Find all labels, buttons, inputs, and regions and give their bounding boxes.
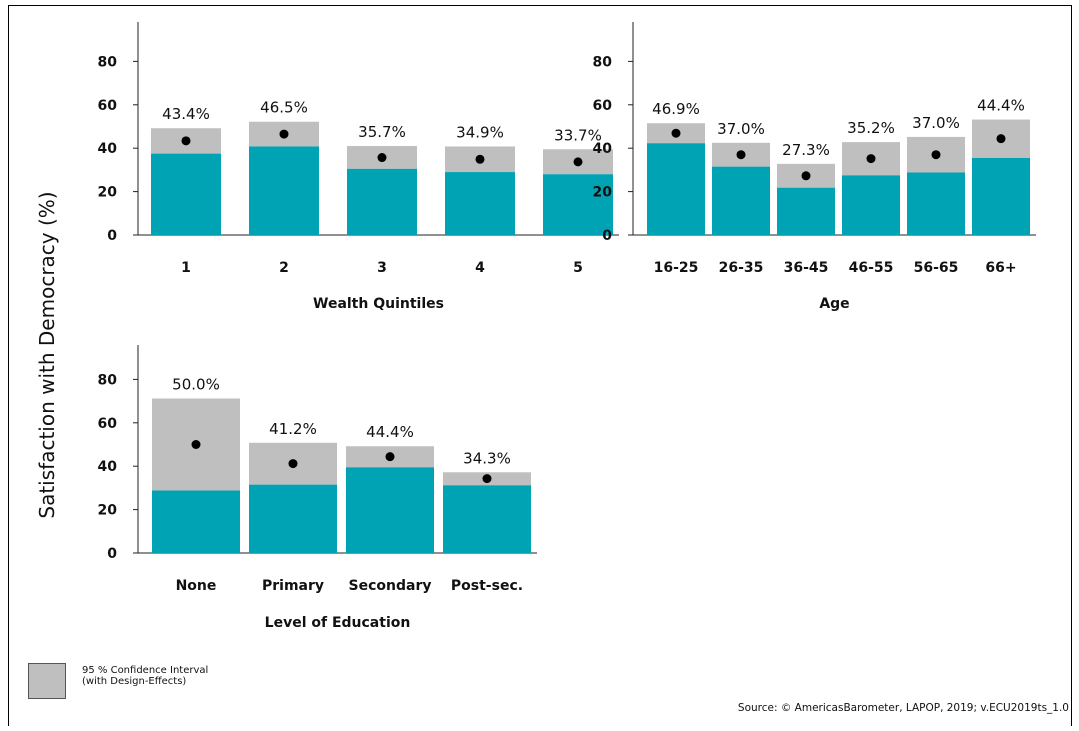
point-estimate	[931, 150, 941, 160]
point-estimate	[866, 154, 876, 164]
data-label: 35.2%	[847, 119, 895, 137]
bar	[842, 175, 900, 235]
x-tick-label: None	[176, 578, 217, 594]
data-label: 46.9%	[652, 100, 700, 118]
data-label: 37.0%	[912, 114, 960, 132]
bar	[347, 168, 417, 235]
figure-frame	[8, 5, 1072, 726]
data-label: 44.4%	[977, 97, 1025, 115]
x-tick-label: 1	[181, 260, 191, 276]
bar	[152, 490, 240, 553]
point-estimate	[482, 474, 492, 484]
x-tick-label: 5	[573, 260, 583, 276]
x-tick-label: 16-25	[654, 260, 699, 276]
x-axis-label: Wealth Quintiles	[313, 296, 444, 312]
bar	[249, 484, 337, 553]
y-tick-label: 20	[593, 185, 613, 201]
x-tick-label: 56-65	[914, 260, 959, 276]
y-tick-label: 0	[107, 546, 117, 562]
data-label: 46.5%	[260, 99, 308, 117]
bar	[543, 174, 613, 235]
bar	[647, 143, 705, 235]
data-label: 34.3%	[463, 449, 511, 467]
data-label: 33.7%	[554, 126, 602, 144]
y-axis-label-container: Satisfaction with Democracy (%)	[18, 150, 78, 560]
point-estimate	[736, 150, 746, 160]
point-estimate	[191, 440, 201, 449]
x-tick-label: 36-45	[784, 260, 829, 276]
bar	[443, 485, 531, 553]
x-tick-label: Primary	[262, 578, 324, 594]
y-tick-label: 0	[602, 228, 612, 244]
y-tick-label: 40	[593, 141, 613, 157]
data-label: 27.3%	[782, 141, 830, 159]
x-tick-label: Post-sec.	[451, 578, 523, 594]
y-tick-label: 40	[98, 459, 118, 475]
y-tick-label: 40	[98, 141, 118, 157]
data-label: 43.4%	[162, 105, 210, 123]
data-label: 50.0%	[172, 375, 220, 393]
point-estimate	[288, 459, 298, 469]
legend-ci-swatch	[28, 663, 66, 699]
legend-line-1: 95 % Confidence Interval	[82, 665, 209, 676]
x-tick-label: 2	[279, 260, 289, 276]
x-tick-label: 66+	[985, 260, 1016, 276]
data-label: 37.0%	[717, 120, 765, 138]
point-estimate	[801, 171, 811, 181]
legend-ci-label: 95 % Confidence Interval (with Design-Ef…	[82, 665, 208, 687]
bar	[907, 172, 965, 235]
bar	[777, 187, 835, 235]
y-tick-label: 60	[98, 416, 118, 432]
y-tick-label: 60	[98, 98, 118, 114]
bar	[346, 467, 434, 553]
data-label: 41.2%	[269, 420, 317, 438]
data-label: 34.9%	[456, 123, 504, 141]
point-estimate	[385, 452, 395, 462]
point-estimate	[573, 157, 583, 167]
x-axis-label: Age	[819, 296, 849, 312]
point-estimate	[475, 154, 485, 164]
y-tick-label: 80	[98, 372, 118, 388]
y-tick-label: 20	[98, 503, 118, 519]
data-label: 35.7%	[358, 123, 406, 141]
bar	[249, 146, 319, 235]
y-tick-label: 60	[593, 98, 613, 114]
x-axis-label: Level of Education	[265, 615, 411, 631]
y-axis-label: Satisfaction with Democracy (%)	[35, 191, 59, 518]
y-tick-label: 80	[593, 54, 613, 70]
data-label: 44.4%	[366, 423, 414, 441]
y-tick-label: 80	[98, 54, 118, 70]
bar	[972, 157, 1030, 235]
point-estimate	[377, 153, 387, 163]
legend-line-2: (with Design-Effects)	[82, 676, 187, 687]
point-estimate	[671, 128, 681, 138]
x-tick-label: 46-55	[849, 260, 894, 276]
source-note: Source: © AmericasBarometer, LAPOP, 2019…	[737, 702, 1069, 714]
point-estimate	[996, 134, 1006, 144]
point-estimate	[279, 129, 289, 139]
y-tick-label: 20	[98, 185, 118, 201]
bar	[712, 166, 770, 235]
bar	[151, 153, 221, 235]
x-tick-label: Secondary	[349, 578, 432, 594]
x-tick-label: 3	[377, 260, 387, 276]
point-estimate	[181, 136, 191, 146]
x-tick-label: 4	[475, 260, 485, 276]
x-tick-label: 26-35	[719, 260, 764, 276]
bar	[445, 172, 515, 235]
y-tick-label: 0	[107, 228, 117, 244]
